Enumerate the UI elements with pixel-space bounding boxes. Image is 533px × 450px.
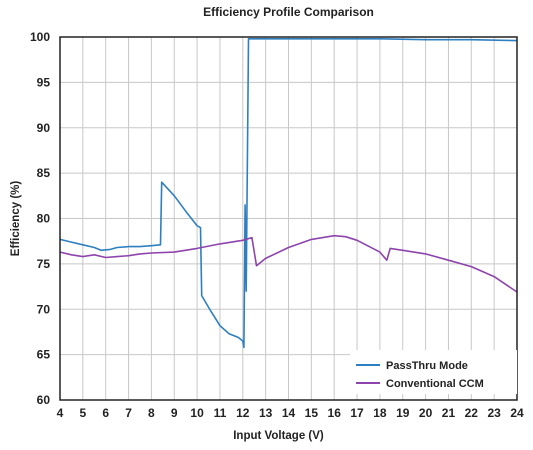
x-tick-label: 24 <box>510 406 524 420</box>
y-axis-label: Efficiency (%) <box>10 181 22 257</box>
x-tick-label: 23 <box>487 406 501 420</box>
x-tick-label: 13 <box>259 406 273 420</box>
x-tick-label: 22 <box>465 406 479 420</box>
series-line-passthru-mode <box>59 38 518 349</box>
series-line-conventional-ccm <box>59 234 518 293</box>
y-tick-label: 85 <box>37 166 51 180</box>
series-layer <box>59 38 518 349</box>
legend-box <box>350 350 517 394</box>
x-tick-label: 7 <box>125 406 132 420</box>
legend-label: Conventional CCM <box>386 378 484 390</box>
x-tick-label: 11 <box>214 406 227 420</box>
chart-title: Efficiency Profile Comparison <box>203 5 374 19</box>
y-tick-label: 80 <box>37 212 51 226</box>
x-tick-label: 5 <box>80 406 87 420</box>
plot-frame <box>59 36 518 401</box>
legend-label: PassThru Mode <box>386 360 468 372</box>
x-tick-label: 8 <box>148 406 155 420</box>
x-tick-label: 21 <box>442 406 456 420</box>
y-tick-label: 90 <box>37 121 51 135</box>
y-tick-label: 100 <box>30 30 50 44</box>
y-tick-label: 70 <box>37 302 51 316</box>
x-tick-label: 14 <box>282 406 296 420</box>
y-tick-label: 65 <box>37 348 51 362</box>
x-tick-label: 15 <box>305 406 319 420</box>
x-tick-label: 19 <box>396 406 410 420</box>
y-tick-label: 60 <box>37 393 51 407</box>
x-tick-label: 20 <box>419 406 433 420</box>
x-tick-label: 18 <box>373 406 387 420</box>
x-tick-labels: 4 5 6 7 8 9 10 11 12 13 14 15 16 17 18 19 20 21 22 23 24 <box>57 406 524 420</box>
y-tick-labels: 60 65 70 75 80 85 90 95 100 <box>30 30 50 407</box>
x-tick-label: 4 <box>57 406 64 420</box>
x-tick-label: 16 <box>328 406 342 420</box>
y-tick-label: 75 <box>37 257 51 271</box>
x-tick-label: 12 <box>236 406 250 420</box>
y-tick-label: 95 <box>37 75 51 89</box>
x-tick-label: 6 <box>102 406 109 420</box>
x-tick-label: 9 <box>171 406 178 420</box>
x-axis-label: Input Voltage (V) <box>233 430 324 442</box>
legend: PassThru Mode Conventional CCM <box>350 350 517 394</box>
x-tick-label: 17 <box>350 406 364 420</box>
grid-lines <box>59 36 518 401</box>
x-tick-label: 10 <box>190 406 204 420</box>
